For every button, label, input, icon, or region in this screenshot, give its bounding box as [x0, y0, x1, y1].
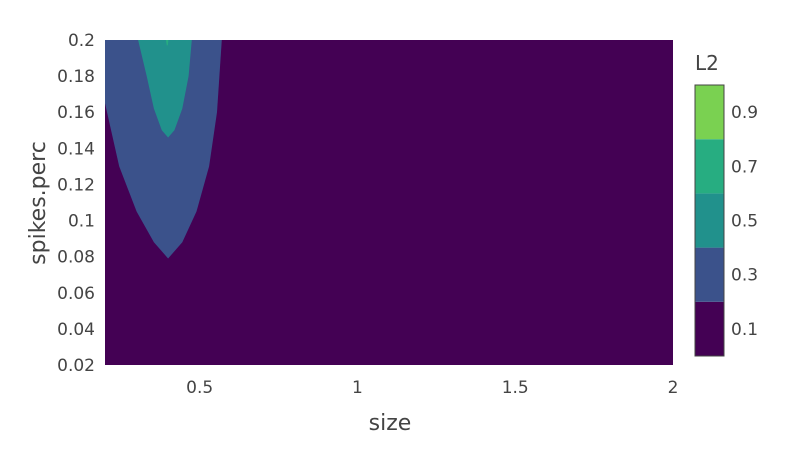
y-tick-label: 0.12 — [57, 175, 95, 195]
plot-area — [105, 40, 673, 365]
colorbar-band — [695, 248, 724, 302]
x-axis-ticks: 0.5 1 1.5 2 — [186, 378, 678, 398]
x-tick-label: 2 — [668, 378, 679, 398]
colorbar-tick-label: 0.7 — [731, 157, 758, 177]
y-tick-label: 0.1 — [68, 212, 95, 232]
y-tick-label: 0.16 — [57, 103, 95, 123]
colorbar-band — [695, 139, 724, 193]
x-tick-label: 0.5 — [186, 378, 213, 398]
colorbar-bands — [695, 85, 724, 356]
y-axis-title: spikes.perc — [26, 141, 51, 265]
colorbar-title: L2 — [695, 51, 719, 75]
y-tick-label: 0.06 — [57, 284, 95, 304]
colorbar-band — [695, 85, 724, 139]
colorbar-ticks: 0.1 0.3 0.5 0.7 0.9 — [731, 103, 758, 340]
y-axis-ticks: 0.02 0.04 0.06 0.08 0.1 0.12 0.14 0.16 0.18 0.2 — [57, 31, 95, 376]
colorbar-tick-label: 0.9 — [731, 103, 758, 123]
y-tick-label: 0.08 — [57, 248, 95, 268]
colorbar-tick-label: 0.5 — [731, 212, 758, 232]
x-tick-label: 1 — [352, 378, 363, 398]
colorbar-tick-label: 0.1 — [731, 320, 758, 340]
colorbar: L2 0.1 0.3 0.5 0.7 0.9 — [695, 51, 758, 356]
y-tick-label: 0.14 — [57, 139, 95, 159]
y-tick-label: 0.02 — [57, 356, 95, 376]
x-axis-title: size — [369, 411, 412, 436]
colorbar-band — [695, 302, 724, 356]
y-tick-label: 0.2 — [68, 31, 95, 51]
y-tick-label: 0.04 — [57, 320, 95, 340]
colorbar-tick-label: 0.3 — [731, 266, 758, 286]
x-tick-label: 1.5 — [502, 378, 529, 398]
colorbar-band — [695, 193, 724, 247]
y-tick-label: 0.18 — [57, 67, 95, 87]
